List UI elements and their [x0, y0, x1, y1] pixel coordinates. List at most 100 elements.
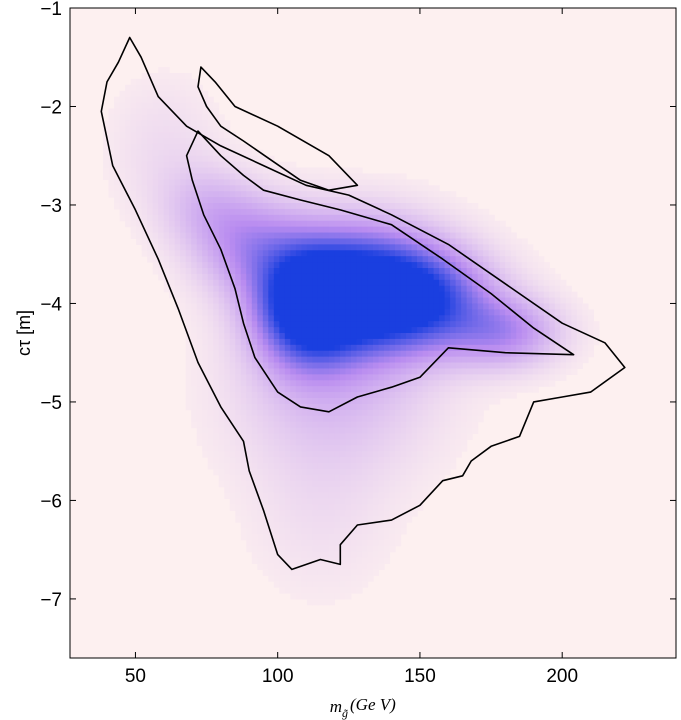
density-cell [339, 551, 347, 559]
density-cell [560, 368, 567, 375]
density-cell [202, 451, 209, 458]
density-cell [422, 480, 429, 488]
density-cell [141, 208, 148, 216]
density-cell [130, 90, 137, 98]
density-cell [301, 380, 308, 387]
density-cell [323, 451, 330, 458]
density-cell [494, 338, 501, 346]
density-cell [389, 291, 396, 299]
density-cell [433, 403, 440, 411]
density-cell [229, 398, 236, 405]
density-cell [240, 504, 247, 511]
density-cell [384, 338, 391, 346]
density-cell [262, 362, 269, 370]
density-cell [218, 309, 225, 316]
density-cell [356, 344, 363, 352]
density-cell [191, 114, 198, 121]
density-cell [356, 309, 363, 316]
density-cell [538, 297, 545, 305]
density-cell [389, 173, 396, 180]
density-cell [180, 244, 187, 251]
density-cell [356, 262, 363, 269]
density-cell [240, 167, 247, 175]
density-cell [317, 279, 325, 287]
density-cell [411, 480, 418, 488]
density-cell [180, 138, 187, 145]
density-cell [235, 250, 242, 257]
density-cell [395, 232, 402, 240]
density-cell [262, 197, 269, 204]
density-cell [411, 208, 418, 216]
density-cell [268, 415, 275, 423]
density-cell [306, 338, 313, 346]
density-cell [317, 226, 325, 234]
density-cell [406, 238, 413, 245]
density-cell [411, 226, 418, 234]
density-cell [538, 273, 545, 281]
density-cell [262, 539, 269, 547]
density-cell [323, 415, 330, 423]
density-cell [301, 409, 308, 417]
density-cell [384, 356, 391, 364]
density-cell [328, 457, 336, 464]
density-cell [229, 415, 236, 423]
density-cell [395, 516, 402, 523]
density-cell [213, 120, 220, 127]
density-cell [361, 563, 369, 570]
density-cell [428, 333, 435, 340]
density-cell [406, 179, 413, 186]
density-cell [312, 409, 319, 417]
density-cell [224, 368, 231, 375]
density-cell [191, 409, 198, 417]
density-cell [119, 114, 126, 121]
density-cell [417, 315, 424, 322]
density-cell [367, 344, 374, 352]
density-cell [251, 149, 258, 157]
density-cell [389, 238, 396, 245]
density-cell [251, 421, 258, 429]
density-cell [576, 315, 583, 322]
density-cell [191, 273, 198, 281]
density-cell [246, 161, 253, 169]
density-cell [477, 350, 484, 358]
density-cell [328, 386, 336, 393]
density-cell [191, 208, 198, 216]
density-cell [472, 250, 479, 257]
density-cell [406, 474, 413, 482]
density-cell [229, 173, 236, 180]
density-cell [367, 522, 374, 529]
density-cell [290, 350, 297, 358]
density-cell [339, 315, 347, 322]
density-cell [141, 114, 148, 121]
density-cell [389, 226, 396, 234]
density-cell [477, 368, 484, 375]
density-cell [185, 226, 192, 234]
density-cell [395, 173, 402, 180]
density-cell [439, 398, 446, 405]
density-cell [279, 262, 286, 269]
density-cell [301, 593, 308, 600]
density-cell [384, 528, 391, 535]
density-cell [488, 309, 495, 316]
density-cell [301, 327, 308, 334]
density-cell [395, 203, 402, 210]
density-cell [312, 528, 319, 535]
density-cell [246, 268, 253, 275]
density-cell [422, 226, 429, 234]
density-cell [224, 327, 231, 334]
density-cell [251, 374, 258, 381]
density-cell [400, 262, 407, 269]
density-cell [218, 468, 225, 476]
density-cell [185, 262, 192, 269]
density-cell [378, 279, 385, 287]
density-cell [158, 149, 165, 157]
density-cell [328, 474, 336, 482]
density-cell [466, 398, 473, 405]
density-cell [119, 132, 126, 139]
density-cell [235, 256, 242, 263]
density-cell [395, 463, 402, 470]
density-cell [273, 398, 280, 405]
density-cell [323, 374, 330, 381]
density-cell [350, 421, 358, 429]
density-cell [163, 84, 170, 92]
